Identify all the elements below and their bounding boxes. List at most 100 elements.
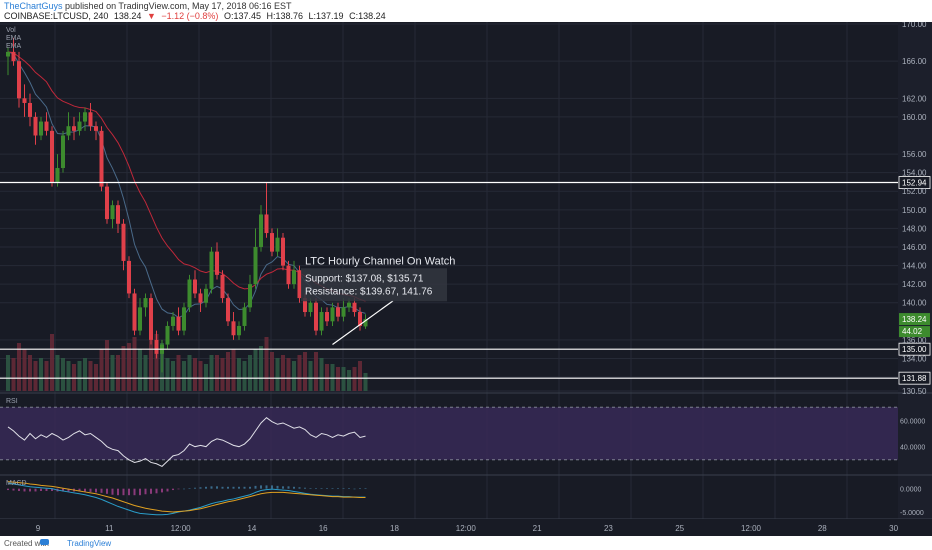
volume-bar xyxy=(176,355,181,391)
volume-bar xyxy=(44,361,49,391)
volume-bar xyxy=(50,334,54,391)
low-value: L:137.19 xyxy=(308,11,344,21)
macd-histogram-bar xyxy=(89,488,92,492)
macd-histogram-bar xyxy=(199,487,202,489)
macd-histogram-bar xyxy=(172,488,174,491)
candle-body xyxy=(187,279,192,308)
volume-bar xyxy=(281,355,285,391)
chart-header: TheChartGuys published on TradingView.co… xyxy=(0,0,932,22)
macd-histogram-bar xyxy=(18,488,20,491)
macd-histogram-bar xyxy=(342,488,345,489)
macd-label: MACD xyxy=(6,480,27,487)
volume-bar xyxy=(171,361,175,391)
candle-body xyxy=(72,126,76,131)
price-tick-label: 142.00 xyxy=(902,280,927,289)
volume-bar xyxy=(330,364,335,391)
candle-body xyxy=(6,51,10,57)
last-price-badge xyxy=(899,313,930,326)
candle-body xyxy=(281,237,285,266)
publish-line: TheChartGuys published on TradingView.co… xyxy=(4,1,292,11)
volume-bar xyxy=(198,361,203,391)
tradingview-brand[interactable]: TradingView xyxy=(67,539,112,548)
author-link[interactable]: TheChartGuys xyxy=(4,1,63,11)
indicator-label: Vol xyxy=(6,27,16,34)
tradingview-logo-icon xyxy=(40,539,49,545)
candle-body xyxy=(127,260,131,294)
volume-bar xyxy=(248,355,252,391)
price-tick-label: 144.00 xyxy=(902,262,927,271)
macd-histogram-bar xyxy=(232,486,235,489)
level-label: 135.00 xyxy=(902,345,927,354)
volume-bar xyxy=(358,361,362,391)
macd-histogram-bar xyxy=(326,488,328,489)
macd-histogram-bar xyxy=(337,488,339,489)
macd-histogram-bar xyxy=(194,487,196,489)
time-tick-label: 23 xyxy=(604,524,613,533)
price-tick-label: 134.00 xyxy=(902,354,927,363)
candle-body xyxy=(105,186,109,220)
macd-histogram-bar xyxy=(254,485,257,489)
candle-body xyxy=(50,130,54,182)
macd-histogram-bar xyxy=(45,488,48,491)
price-axis-background xyxy=(898,22,932,536)
volume-bar xyxy=(253,349,258,391)
macd-histogram-bar xyxy=(166,488,169,492)
indicator-label: EMA xyxy=(6,35,22,42)
time-tick-label: 21 xyxy=(533,524,542,533)
time-tick-label: 28 xyxy=(818,524,827,533)
candle-body xyxy=(143,298,148,308)
volume-bar xyxy=(336,367,340,391)
macd-histogram-bar xyxy=(111,488,114,495)
volume-bar xyxy=(11,358,16,391)
level-label-box xyxy=(898,176,931,189)
macd-histogram-bar xyxy=(260,485,262,489)
price-tick-label: 146.00 xyxy=(902,243,927,252)
candle-body xyxy=(314,302,318,331)
macd-histogram-bar xyxy=(106,488,108,494)
volume-bar xyxy=(83,358,87,391)
macd-histogram-bar xyxy=(315,488,317,489)
volume-bar xyxy=(132,337,137,391)
macd-histogram-bar xyxy=(139,488,141,496)
rsi-line xyxy=(7,417,366,468)
candle-body xyxy=(66,126,71,136)
candle-body xyxy=(286,265,291,285)
price-tick-label: 154.00 xyxy=(902,169,927,178)
volume-bar xyxy=(363,373,368,391)
macd-histogram-bar xyxy=(205,486,207,489)
chart-canvas[interactable]: 152.94 135.00 131.88 LTC Hourly Channel On … xyxy=(0,22,932,536)
macd-histogram-bar xyxy=(144,488,147,495)
price-change: −1.12 (−0.8%) xyxy=(161,11,219,21)
price-tick-label: 140.00 xyxy=(902,299,927,308)
candle-body xyxy=(110,205,115,220)
candle-body xyxy=(193,279,197,294)
time-tick-label: 11 xyxy=(105,524,114,533)
candle-body xyxy=(248,284,252,308)
candle-body xyxy=(352,302,357,313)
created-with-label: Created with xyxy=(4,539,49,548)
macd-histogram-bar xyxy=(7,488,9,491)
volume-bar xyxy=(352,367,357,391)
candle-body xyxy=(33,116,38,136)
candle-body xyxy=(204,288,208,303)
candle-body xyxy=(292,270,296,285)
volume-bar xyxy=(182,361,186,391)
candle-body xyxy=(11,51,16,62)
volume-bar xyxy=(259,346,263,391)
volume-bar xyxy=(99,349,104,391)
candle-body xyxy=(182,307,186,331)
symbol-label[interactable]: COINBASE:LTCUSD, 240 xyxy=(4,11,109,21)
macd-histogram-bar xyxy=(188,488,191,489)
candle-body xyxy=(358,312,362,326)
candle-body xyxy=(341,307,346,317)
volume-bar xyxy=(231,349,236,391)
macd-histogram-bar xyxy=(177,488,180,490)
candle-body xyxy=(220,274,225,299)
macd-tick-label: 0.0000 xyxy=(900,487,922,494)
rsi-band xyxy=(0,407,898,460)
volume-bar xyxy=(116,355,120,391)
volume-bar xyxy=(187,355,192,391)
macd-histogram-bar xyxy=(353,488,356,490)
macd-histogram-bar xyxy=(359,488,361,489)
candle-body xyxy=(209,251,214,289)
